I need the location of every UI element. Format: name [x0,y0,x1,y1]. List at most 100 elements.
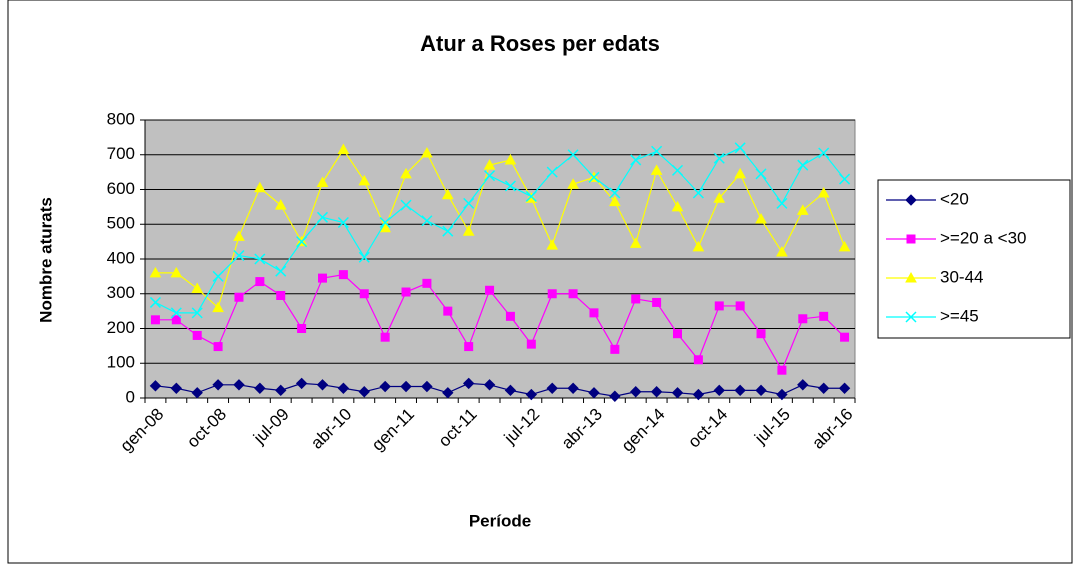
marker [191,307,203,319]
marker [338,270,348,280]
marker [714,301,724,311]
marker [422,278,432,288]
marker [358,251,370,263]
marker [234,292,244,302]
marker [819,311,829,321]
marker [631,294,641,304]
marker [170,307,182,319]
marker [464,342,474,352]
marker [149,296,161,308]
marker [359,289,369,299]
marker [797,159,809,171]
marker [692,240,705,252]
marker [358,174,371,186]
marker [149,380,162,392]
marker [546,382,558,394]
marker [671,387,684,399]
marker [630,154,642,166]
marker [483,159,496,170]
marker [504,153,517,165]
marker [170,382,183,394]
marker [567,382,579,394]
marker [610,344,620,354]
marker [149,266,162,278]
marker [905,271,917,283]
marker [567,178,579,189]
marker [693,355,703,365]
marker [796,204,809,215]
marker [484,170,496,182]
marker [734,142,746,154]
marker [233,249,245,262]
legend-label: >=45 [940,306,979,325]
marker [442,387,454,399]
marker [192,330,202,340]
series-line [155,147,846,314]
marker [838,240,851,252]
marker [776,246,788,257]
marker [777,365,787,375]
marker [817,382,830,394]
marker [296,236,308,248]
marker [673,329,682,339]
marker [504,384,517,397]
marker [526,339,536,349]
marker [609,195,621,207]
marker [906,234,916,244]
marker [734,384,746,397]
marker [546,166,558,178]
marker [671,164,684,176]
legend-label: >=20 a <30 [940,228,1027,247]
marker [400,380,412,393]
marker [212,301,224,313]
marker [212,270,224,282]
marker [233,379,245,391]
marker [905,194,917,206]
marker [525,388,538,401]
marker [463,197,475,209]
marker [797,379,809,391]
marker [671,200,684,212]
marker [755,384,767,397]
y-tick-label: 400 [107,248,135,267]
marker [568,289,578,299]
marker [191,282,204,294]
marker [567,149,579,161]
marker [589,308,599,318]
marker [776,197,788,209]
marker [652,297,662,307]
marker [547,289,557,299]
marker [818,147,830,159]
series-line [155,148,846,309]
marker [817,186,830,198]
y-tick-label: 600 [107,179,135,198]
marker [212,379,224,391]
y-tick-label: 500 [107,214,135,233]
legend-box [877,179,1071,339]
marker [629,237,642,248]
marker [379,380,391,393]
marker [421,146,433,158]
marker [525,190,537,202]
marker [316,176,329,188]
marker [651,145,663,157]
y-axis-title: Nombre aturats [36,197,55,323]
marker [734,167,746,179]
marker [275,265,287,277]
marker [255,277,265,287]
y-tick-label: 300 [107,283,135,302]
marker [735,301,745,311]
marker [443,306,453,316]
marker [609,187,621,199]
marker [191,387,203,399]
y-tick-label: 700 [107,144,135,163]
marker [297,324,307,333]
marker [838,382,851,394]
marker [171,315,181,325]
marker [839,173,851,185]
marker [504,180,516,192]
series-line [155,382,845,397]
marker [150,315,160,325]
marker [337,382,350,394]
marker [905,311,917,323]
